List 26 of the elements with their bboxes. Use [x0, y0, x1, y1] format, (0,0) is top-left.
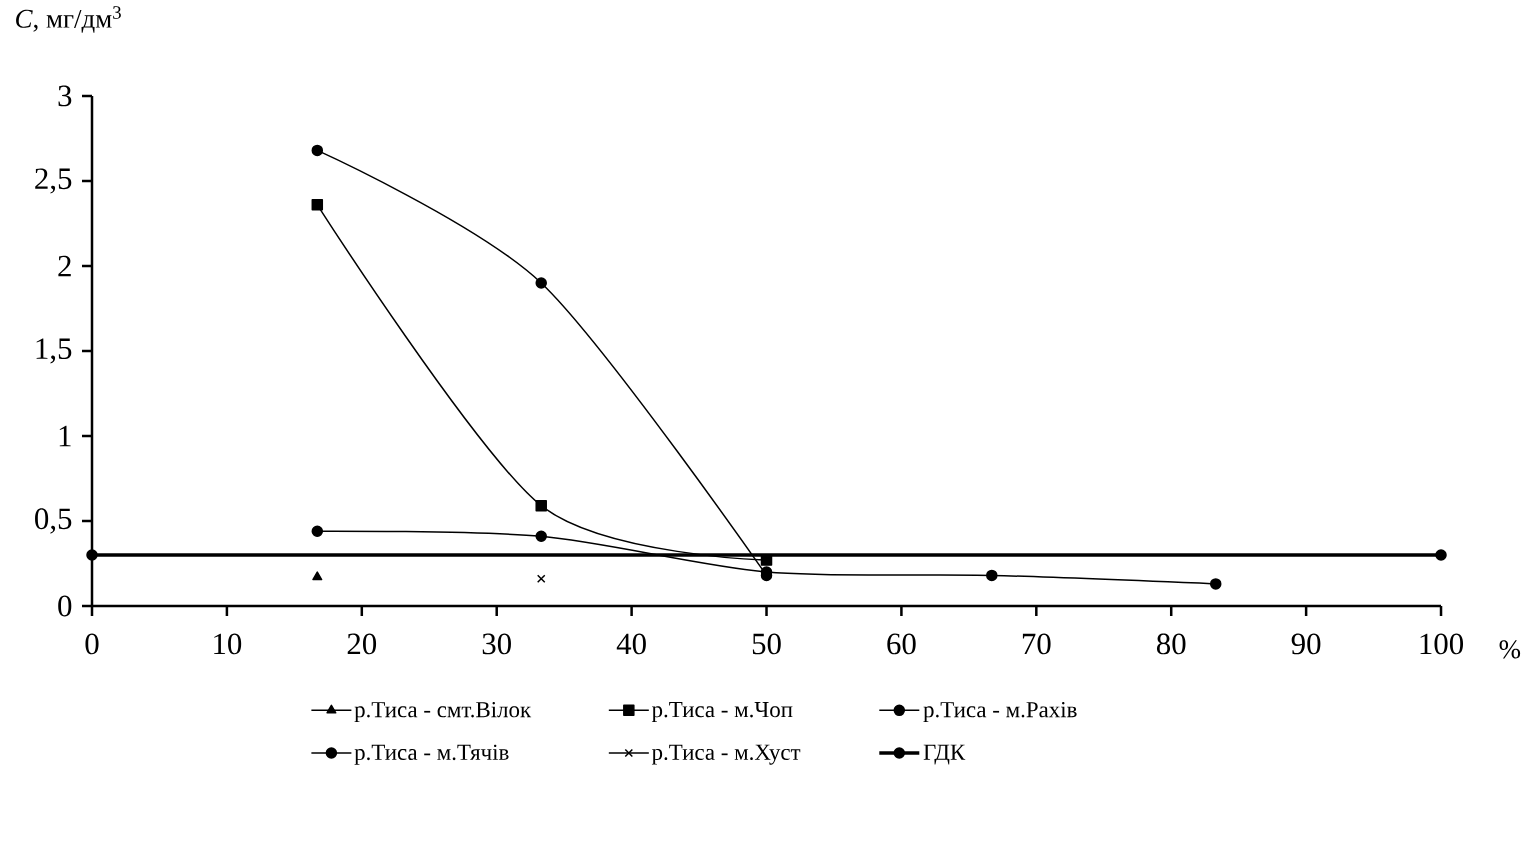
x-tick-label: 40	[616, 633, 646, 655]
x-tick-label: 10	[214, 633, 242, 655]
y-axis-title: C, мг/дм$^{3}$	[16, 6, 121, 33]
legend-label: р.Тиса - м.Рахів	[923, 701, 1077, 723]
legend-label: р.Тиса - смт.Вілок	[354, 701, 532, 723]
x-tick-label: 20	[347, 633, 377, 655]
y-tick-label: 1	[59, 425, 71, 447]
y-tick-label: 0,5	[35, 508, 72, 534]
x-axis-title: %	[1499, 640, 1521, 659]
y-tick-label: 1,5	[36, 338, 72, 364]
y-tick-label: 2,5	[35, 168, 72, 194]
legend-label: ГДК	[923, 744, 966, 765]
y-tick-label: 0	[58, 595, 72, 617]
x-tick-label: 70	[1022, 633, 1051, 655]
x-tick-label: 80	[1156, 633, 1186, 655]
legend-label: р.Тиса - м.Тячів	[354, 744, 509, 765]
x-tick-label: 50	[752, 633, 781, 655]
y-tick-label: 3	[58, 85, 72, 107]
x-tick-label: 100	[1420, 633, 1464, 655]
y-tick-label: 2	[58, 255, 71, 277]
x-tick-label: 0	[85, 633, 99, 655]
x-tick-label: 90	[1291, 633, 1321, 655]
legend-label: р.Тиса - м.Чоп	[651, 702, 793, 722]
legend-label: р.Тиса - м.Хуст	[651, 744, 801, 765]
x-tick-label: 30	[482, 633, 511, 655]
x-tick-label: 60	[887, 633, 916, 655]
